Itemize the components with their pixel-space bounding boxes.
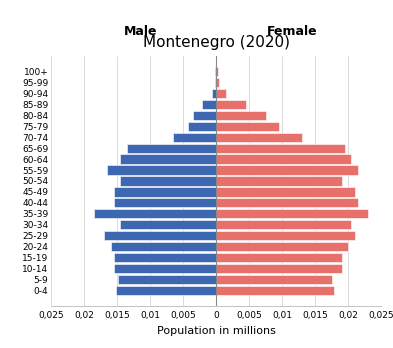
Bar: [188, 122, 216, 131]
Bar: [216, 187, 355, 197]
Bar: [114, 253, 216, 262]
Bar: [216, 176, 342, 185]
Bar: [216, 264, 342, 273]
Bar: [216, 78, 219, 87]
Bar: [211, 89, 216, 98]
Bar: [120, 220, 216, 229]
Bar: [216, 220, 351, 229]
Bar: [216, 111, 266, 120]
Bar: [118, 275, 216, 284]
Bar: [216, 198, 358, 207]
Bar: [120, 176, 216, 185]
Title: Montenegro (2020): Montenegro (2020): [143, 35, 290, 50]
Bar: [216, 286, 334, 295]
Bar: [216, 143, 345, 153]
Bar: [104, 231, 216, 240]
Bar: [216, 253, 342, 262]
Bar: [216, 209, 368, 219]
Bar: [202, 100, 216, 109]
Bar: [215, 78, 216, 87]
Bar: [173, 133, 216, 142]
Bar: [114, 198, 216, 207]
Bar: [216, 100, 246, 109]
Bar: [216, 89, 226, 98]
Bar: [114, 187, 216, 197]
Bar: [107, 165, 216, 175]
Bar: [216, 67, 218, 76]
Bar: [216, 275, 332, 284]
Bar: [216, 155, 351, 164]
Bar: [116, 286, 216, 295]
Bar: [127, 143, 216, 153]
Text: Female: Female: [267, 25, 318, 38]
Bar: [216, 231, 355, 240]
Text: Male: Male: [123, 25, 157, 38]
Bar: [94, 209, 216, 219]
Bar: [120, 155, 216, 164]
Bar: [114, 264, 216, 273]
X-axis label: Population in millions: Population in millions: [157, 326, 275, 336]
Bar: [216, 122, 279, 131]
Bar: [216, 133, 302, 142]
Bar: [110, 242, 216, 251]
Bar: [193, 111, 216, 120]
Bar: [216, 165, 358, 175]
Bar: [216, 242, 348, 251]
Bar: [215, 67, 216, 76]
